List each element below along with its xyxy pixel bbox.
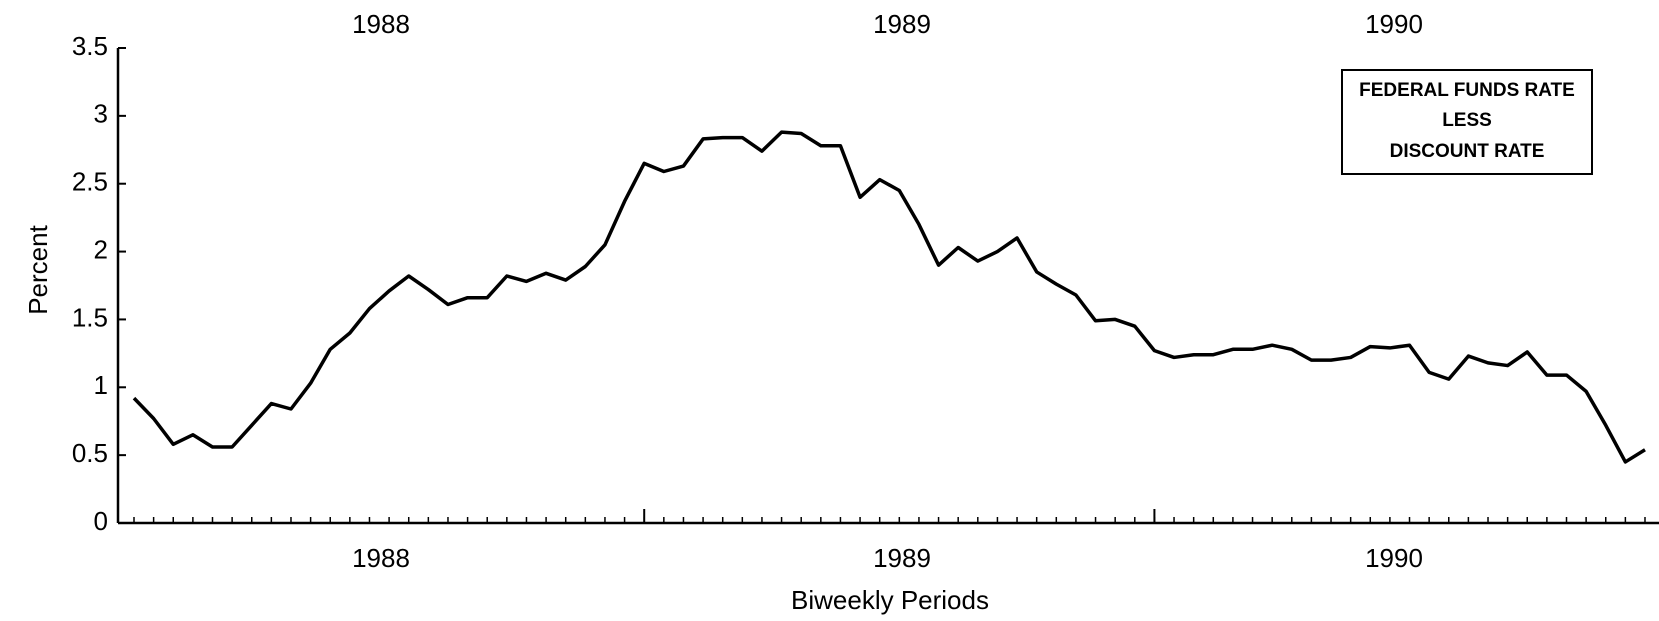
y-tick-label: 0.5 (72, 438, 108, 468)
legend-box (1341, 69, 1593, 175)
x-axis-label: Biweekly Periods (791, 585, 989, 615)
data-line (132, 130, 1646, 464)
year-label-top: 1989 (873, 9, 931, 39)
y-tick-label: 2.5 (72, 167, 108, 197)
y-axis-label: Percent (23, 224, 53, 314)
year-label-bottom: 1990 (1365, 543, 1423, 573)
legend-text: DISCOUNT RATE (1390, 141, 1545, 162)
year-label-bottom: 1988 (352, 543, 410, 573)
y-tick-label: 3 (94, 99, 108, 129)
year-label-top: 1988 (352, 9, 410, 39)
legend-text: FEDERAL FUNDS RATE (1359, 80, 1575, 101)
y-tick-label: 3.5 (72, 31, 108, 61)
year-label-top: 1990 (1365, 9, 1423, 39)
year-label-bottom: 1989 (873, 543, 931, 573)
legend-text: LESS (1442, 110, 1492, 131)
y-tick-label: 2 (94, 234, 108, 264)
y-tick-label: 1 (94, 370, 108, 400)
y-tick-label: 1.5 (72, 302, 108, 332)
y-tick-label: 0 (94, 506, 108, 536)
